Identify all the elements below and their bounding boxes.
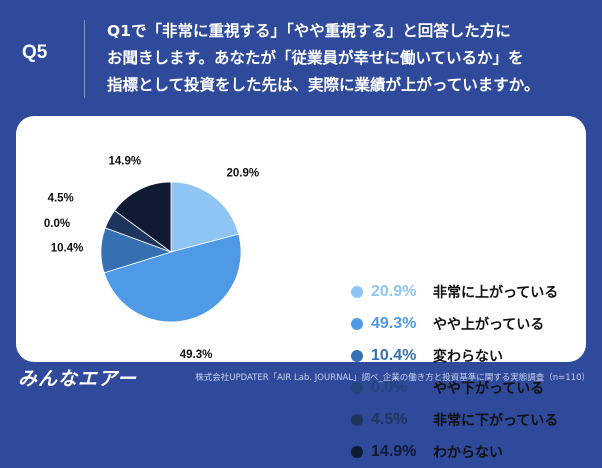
pie-slice xyxy=(114,181,172,253)
legend-percent: 10.4% xyxy=(371,347,417,364)
legend-percent: 4.5% xyxy=(371,411,408,428)
legend-item: 49.3% やや上がっている xyxy=(351,308,601,340)
legend-item: 14.9% わからない xyxy=(351,436,601,468)
legend-swatch xyxy=(351,446,363,458)
legend-item: 0.0% やや下がっている xyxy=(351,372,601,404)
header-divider xyxy=(84,20,85,98)
slice-data-label: 20.9% xyxy=(227,167,260,179)
slice-data-label: 14.9% xyxy=(108,156,141,168)
legend-label: やや上がっている xyxy=(433,317,545,333)
legend-swatch xyxy=(351,382,363,394)
chart-card: 20.9% 49.3% 10.4% 0.0% 4.5% 14.9% 20.9% 非常に上がっ… xyxy=(16,116,586,461)
legend-label: 変わらない xyxy=(433,349,503,365)
legend-swatch xyxy=(351,286,363,298)
legend-swatch xyxy=(351,414,363,426)
slice-data-label: 4.5% xyxy=(48,193,74,205)
legend-item: 4.5% 非常に下がっている xyxy=(351,404,601,436)
question-line: お聞きします。あなたが「従業員が幸せに働いているか」を xyxy=(107,49,524,67)
pie-slice xyxy=(170,181,240,253)
slice-data-label: 49.3% xyxy=(180,349,213,361)
pie-chart: 20.9% 49.3% 10.4% 0.0% 4.5% 14.9% xyxy=(44,156,260,362)
legend-item: 20.9% 非常に上がっている xyxy=(351,276,601,308)
legend-swatch xyxy=(351,350,363,362)
question-text: Q1で「非常に重視する」「やや重視する」と回答した方に お聞きします。あなたが「… xyxy=(107,18,587,99)
legend-percent: 49.3% xyxy=(371,315,417,332)
pie-slice xyxy=(103,233,242,323)
legend-percent: 20.9% xyxy=(371,283,417,300)
legend-percent: 14.9% xyxy=(371,443,417,460)
legend-label: 非常に上がっている xyxy=(433,285,559,301)
legend-swatch xyxy=(351,318,363,330)
slice-data-label: 10.4% xyxy=(51,243,84,255)
source-note: 株式会社UPDATER「AIR Lab. JOURNAL」調べ_企業の働き方と投… xyxy=(195,373,590,383)
question-line: Q1で「非常に重視する」「やや重視する」と回答した方に xyxy=(107,22,511,40)
legend-label: やや下がっている xyxy=(433,381,545,397)
slice-data-label: 0.0% xyxy=(44,218,70,230)
legend-item: 10.4% 変わらない xyxy=(351,340,601,372)
question-line: 指標として投資をした先は、実際に業績が上がっていますか。 xyxy=(107,76,540,94)
legend-label: 非常に下がっている xyxy=(433,413,559,429)
brand-logo: みんなエアー xyxy=(18,368,137,390)
question-number: Q5 xyxy=(22,42,48,63)
legend-label: わからない xyxy=(433,445,503,461)
question-header: Q5 Q1で「非常に重視する」「やや重視する」と回答した方に お聞きします。あな… xyxy=(0,0,602,108)
legend-percent: 0.0% xyxy=(371,379,408,396)
